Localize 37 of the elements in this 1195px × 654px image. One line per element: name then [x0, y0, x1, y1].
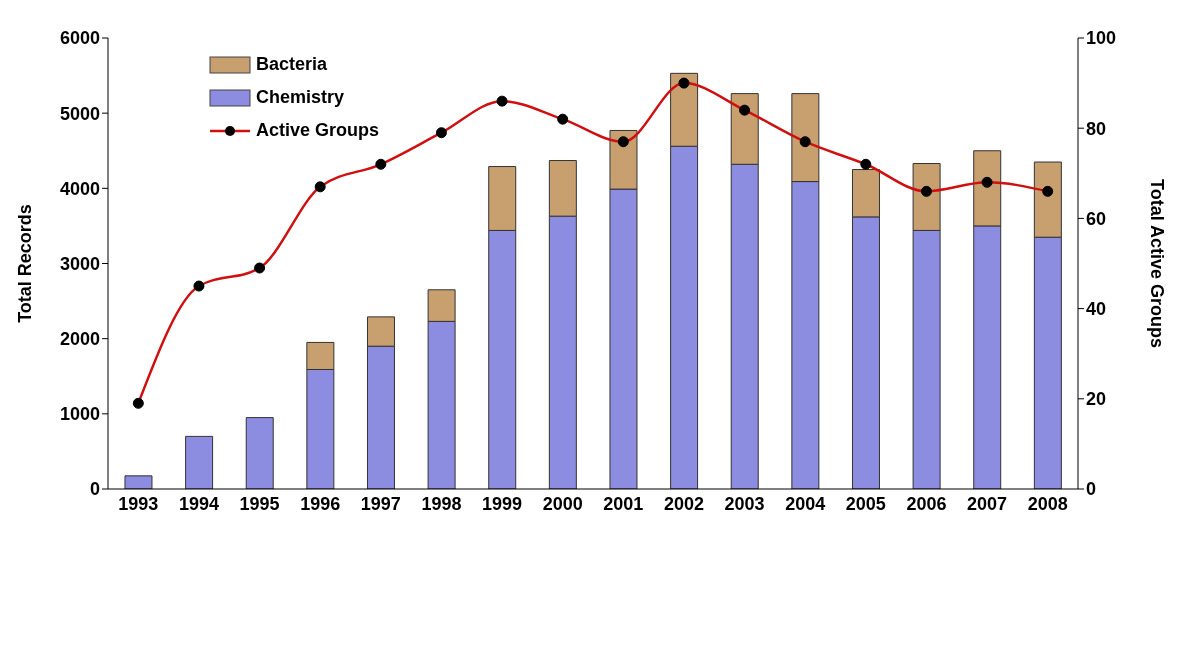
x-tick-label: 2005 — [845, 493, 886, 514]
x-tick-label: 1999 — [482, 493, 523, 514]
x-tick-label: 1996 — [300, 493, 341, 514]
x-tick-label: 1993 — [118, 493, 159, 514]
x-tick-label: 2001 — [603, 493, 644, 514]
y2-tick-label: 20 — [1086, 389, 1107, 410]
y2-tick-label: 0 — [1086, 479, 1097, 500]
y-axis-title: Total Records — [15, 204, 36, 323]
x-tick-label: 1997 — [360, 493, 401, 514]
bar — [185, 435, 214, 489]
bar — [245, 417, 274, 489]
x-tick-label: 1995 — [239, 493, 280, 514]
x-tick-label: 2006 — [906, 493, 947, 514]
y-tick-label: 5000 — [59, 103, 100, 124]
x-tick-label: 2003 — [724, 493, 765, 514]
legend-label: Chemistry — [256, 87, 345, 108]
y-tick-label: 2000 — [59, 329, 100, 350]
legend-label: Bacteria — [256, 54, 328, 75]
y2-tick-label: 100 — [1086, 28, 1117, 49]
y-tick-label: 6000 — [59, 28, 100, 49]
y-tick-label: 1000 — [59, 404, 100, 425]
x-tick-label: 2000 — [542, 493, 583, 514]
x-tick-label: 2002 — [663, 493, 704, 514]
x-tick-label: 2007 — [967, 493, 1008, 514]
x-tick-label: 2008 — [1027, 493, 1068, 514]
y2-axis-title: Total Active Groups — [1146, 178, 1167, 349]
y-tick-label: 0 — [89, 479, 100, 500]
y-tick-label: 3000 — [59, 253, 100, 274]
x-tick-label: 1994 — [178, 493, 219, 514]
y2-tick-label: 60 — [1086, 208, 1107, 229]
y2-tick-label: 80 — [1086, 118, 1107, 139]
x-tick-label: 1998 — [421, 493, 462, 514]
y2-tick-label: 40 — [1086, 298, 1107, 319]
x-tick-label: 2004 — [785, 493, 826, 514]
bar — [124, 475, 153, 489]
legend-label: Active Groups — [256, 120, 380, 141]
y-tick-label: 4000 — [59, 178, 100, 199]
